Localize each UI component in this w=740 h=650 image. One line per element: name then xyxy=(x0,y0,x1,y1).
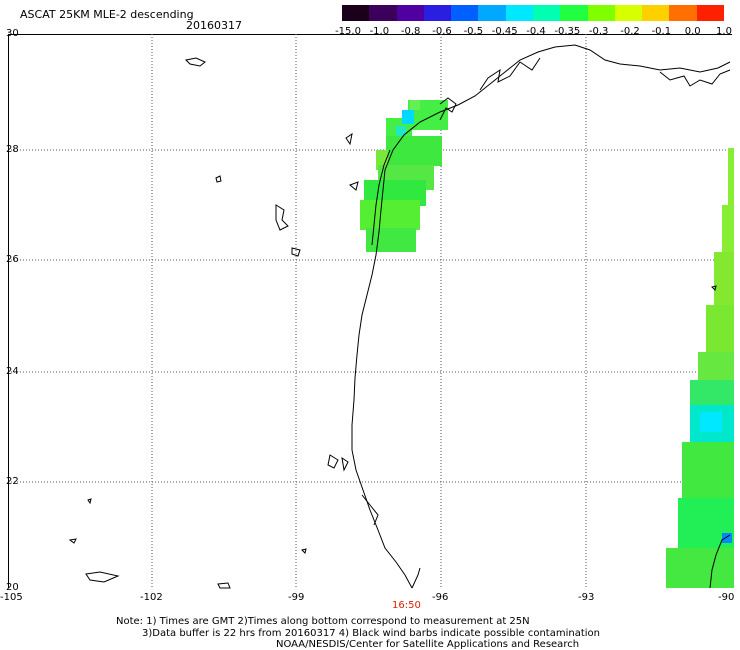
colorbar-label: -0.6 xyxy=(432,26,452,37)
colorbar-swatch xyxy=(505,5,533,21)
colorbar xyxy=(342,5,724,21)
coastline xyxy=(351,44,731,589)
colorbar-swatch xyxy=(423,5,452,21)
lake-1 xyxy=(184,57,206,67)
colorbar-swatch xyxy=(342,5,370,21)
colorbar-label: -0.2 xyxy=(620,26,640,37)
colorbar-swatch xyxy=(642,5,670,21)
gulf-coastline xyxy=(351,44,731,589)
colorbar-swatch xyxy=(532,5,561,21)
lake-4 xyxy=(291,247,301,257)
mexico-coast-south xyxy=(411,567,421,589)
colorbar-label: -1.0 xyxy=(369,26,390,37)
lat-label-28: 28 xyxy=(6,144,19,155)
colorbar-label: -0.3 xyxy=(588,26,609,37)
gridlines xyxy=(8,34,732,588)
lat-label-26: 26 xyxy=(6,254,19,265)
tamaulipas-lagoon xyxy=(361,494,379,526)
lon-label-93: -93 xyxy=(578,592,595,603)
lake-9 xyxy=(85,571,120,583)
colorbar-swatch xyxy=(478,5,506,21)
colorbar-swatch xyxy=(587,5,615,21)
lon-label-99: -99 xyxy=(288,592,305,603)
colorbar-swatch xyxy=(451,5,479,21)
lake-11 xyxy=(68,538,77,544)
lake-3 xyxy=(275,204,289,231)
inland-lakes xyxy=(68,57,717,589)
lat-label-20: 20 xyxy=(6,582,19,593)
colorbar-swatch xyxy=(614,5,643,21)
lake-14 xyxy=(711,285,717,291)
lake-7 xyxy=(327,454,339,469)
louisiana-marsh xyxy=(479,57,541,91)
colorbar-swatch xyxy=(369,5,397,21)
colorbar-swatch xyxy=(696,5,724,21)
wind-swath-east xyxy=(666,148,734,588)
colorbar-label: -15.0 xyxy=(335,26,361,37)
lon-label-105: -105 xyxy=(0,592,23,603)
colorbar-label: -0.5 xyxy=(463,26,484,37)
galveston-bay xyxy=(439,97,457,121)
yucatan-coast xyxy=(709,534,731,589)
colorbar-label: 0.0 xyxy=(684,26,701,37)
lake-2 xyxy=(215,175,222,183)
lake-13 xyxy=(87,498,92,505)
lon-label-102: -102 xyxy=(140,592,163,603)
note-line-1: Note: 1) Times are GMT 2)Times along bot… xyxy=(116,616,530,627)
lat-label-22: 22 xyxy=(6,476,19,487)
colorbar-label: 1.0 xyxy=(716,26,732,37)
pass-time-label: 16:50 xyxy=(392,600,421,611)
lake-8 xyxy=(341,456,349,472)
colorbar-label: -0.4 xyxy=(526,26,546,37)
colorbar-label: -0.45 xyxy=(491,26,518,37)
lon-label-90: -90 xyxy=(718,592,735,603)
colorbar-label: -0.8 xyxy=(400,26,421,37)
lake-5 xyxy=(349,181,359,191)
colorbar-label: -0.35 xyxy=(554,26,581,37)
colorbar-swatch xyxy=(669,5,697,21)
lat-label-30: 30 xyxy=(6,28,19,39)
note-line-3: NOAA/NESDIS/Center for Satellite Applica… xyxy=(276,639,580,650)
lake-6 xyxy=(345,132,353,146)
map-frame xyxy=(8,34,732,588)
colorbar-labels: -15.0 -1.0 -0.8 -0.6 -0.5 -0.45 -0.4 -0.35 -0.3-… xyxy=(330,26,740,38)
lon-label-96: -96 xyxy=(432,592,449,603)
wind-swath-texas xyxy=(360,100,448,252)
note-line-2: 3)Data buffer is 22 hrs from 20160317 4)… xyxy=(142,628,600,639)
product-title: ASCAT 25KM MLE-2 descending xyxy=(20,8,194,21)
louisiana-delta xyxy=(659,69,731,87)
product-date: 20160317 xyxy=(186,19,242,32)
colorbar-swatch xyxy=(560,5,588,21)
lake-10 xyxy=(217,582,231,589)
colorbar-label: -0.1 xyxy=(651,26,672,37)
colorbar-swatch xyxy=(396,5,424,21)
lat-label-24: 24 xyxy=(6,366,19,377)
lake-12 xyxy=(301,548,307,554)
texas-barrier-islands xyxy=(371,149,391,246)
